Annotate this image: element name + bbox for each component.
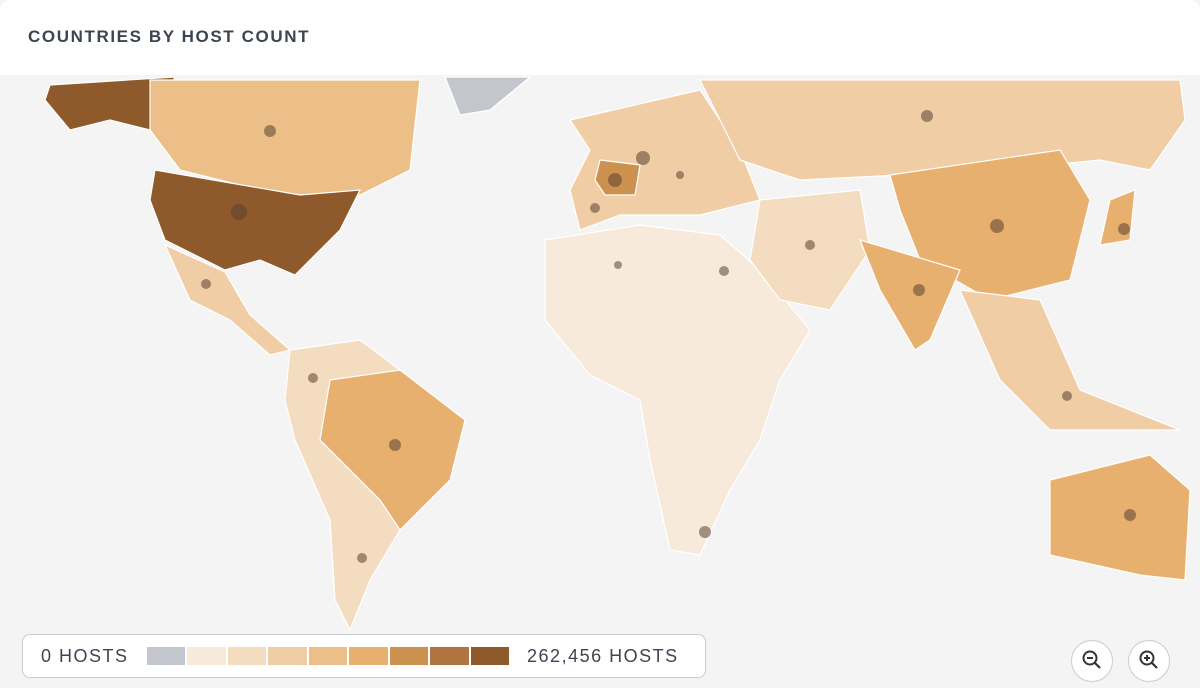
marker bbox=[231, 204, 247, 220]
japan bbox=[1099, 189, 1136, 246]
marker bbox=[608, 173, 622, 187]
marker bbox=[990, 219, 1004, 233]
russia bbox=[699, 79, 1186, 181]
legend-swatch bbox=[146, 647, 186, 665]
legend-swatch bbox=[470, 647, 510, 665]
legend-swatch bbox=[308, 647, 348, 665]
legend-min: 0 HOSTS bbox=[41, 645, 129, 666]
marker bbox=[1124, 509, 1136, 521]
marker bbox=[614, 261, 622, 269]
legend-swatch bbox=[430, 647, 469, 665]
marker bbox=[1118, 223, 1130, 235]
zoom-out-icon bbox=[1082, 650, 1101, 669]
marker bbox=[590, 203, 600, 213]
marker bbox=[719, 266, 729, 276]
marker bbox=[921, 110, 933, 122]
legend-max: 262,456 HOSTS bbox=[527, 645, 679, 666]
africa bbox=[544, 224, 811, 556]
greenland bbox=[444, 76, 532, 116]
marker bbox=[389, 439, 401, 451]
legend-swatch bbox=[187, 647, 226, 665]
marker bbox=[1062, 391, 1072, 401]
marker bbox=[676, 171, 684, 179]
zoom-in-icon bbox=[1139, 650, 1158, 669]
legend: 0 HOSTS 262,456 HOSTS bbox=[22, 634, 706, 678]
zoom-out[interactable] bbox=[1071, 640, 1113, 682]
india bbox=[858, 239, 961, 351]
world-map bbox=[44, 76, 1191, 632]
legend-swatch bbox=[389, 647, 429, 665]
marker bbox=[201, 279, 211, 289]
marker bbox=[699, 526, 711, 538]
title: COUNTRIES BY HOST COUNT bbox=[28, 27, 311, 46]
usa bbox=[149, 169, 362, 276]
legend-scale bbox=[146, 647, 510, 665]
legend-swatch bbox=[349, 647, 388, 665]
legend-swatch bbox=[268, 647, 307, 665]
zoom-in[interactable] bbox=[1128, 640, 1170, 682]
australia bbox=[1049, 454, 1191, 581]
marker bbox=[805, 240, 815, 250]
marker bbox=[636, 151, 650, 165]
china bbox=[889, 149, 1091, 301]
southeast-asia bbox=[959, 289, 1181, 431]
marker bbox=[357, 553, 367, 563]
marker bbox=[913, 284, 925, 296]
mexico bbox=[163, 243, 292, 356]
marker bbox=[264, 125, 276, 137]
legend-swatch bbox=[227, 647, 267, 665]
marker bbox=[308, 373, 318, 383]
header: COUNTRIES BY HOST COUNT bbox=[0, 0, 1200, 75]
alaska bbox=[44, 76, 176, 131]
